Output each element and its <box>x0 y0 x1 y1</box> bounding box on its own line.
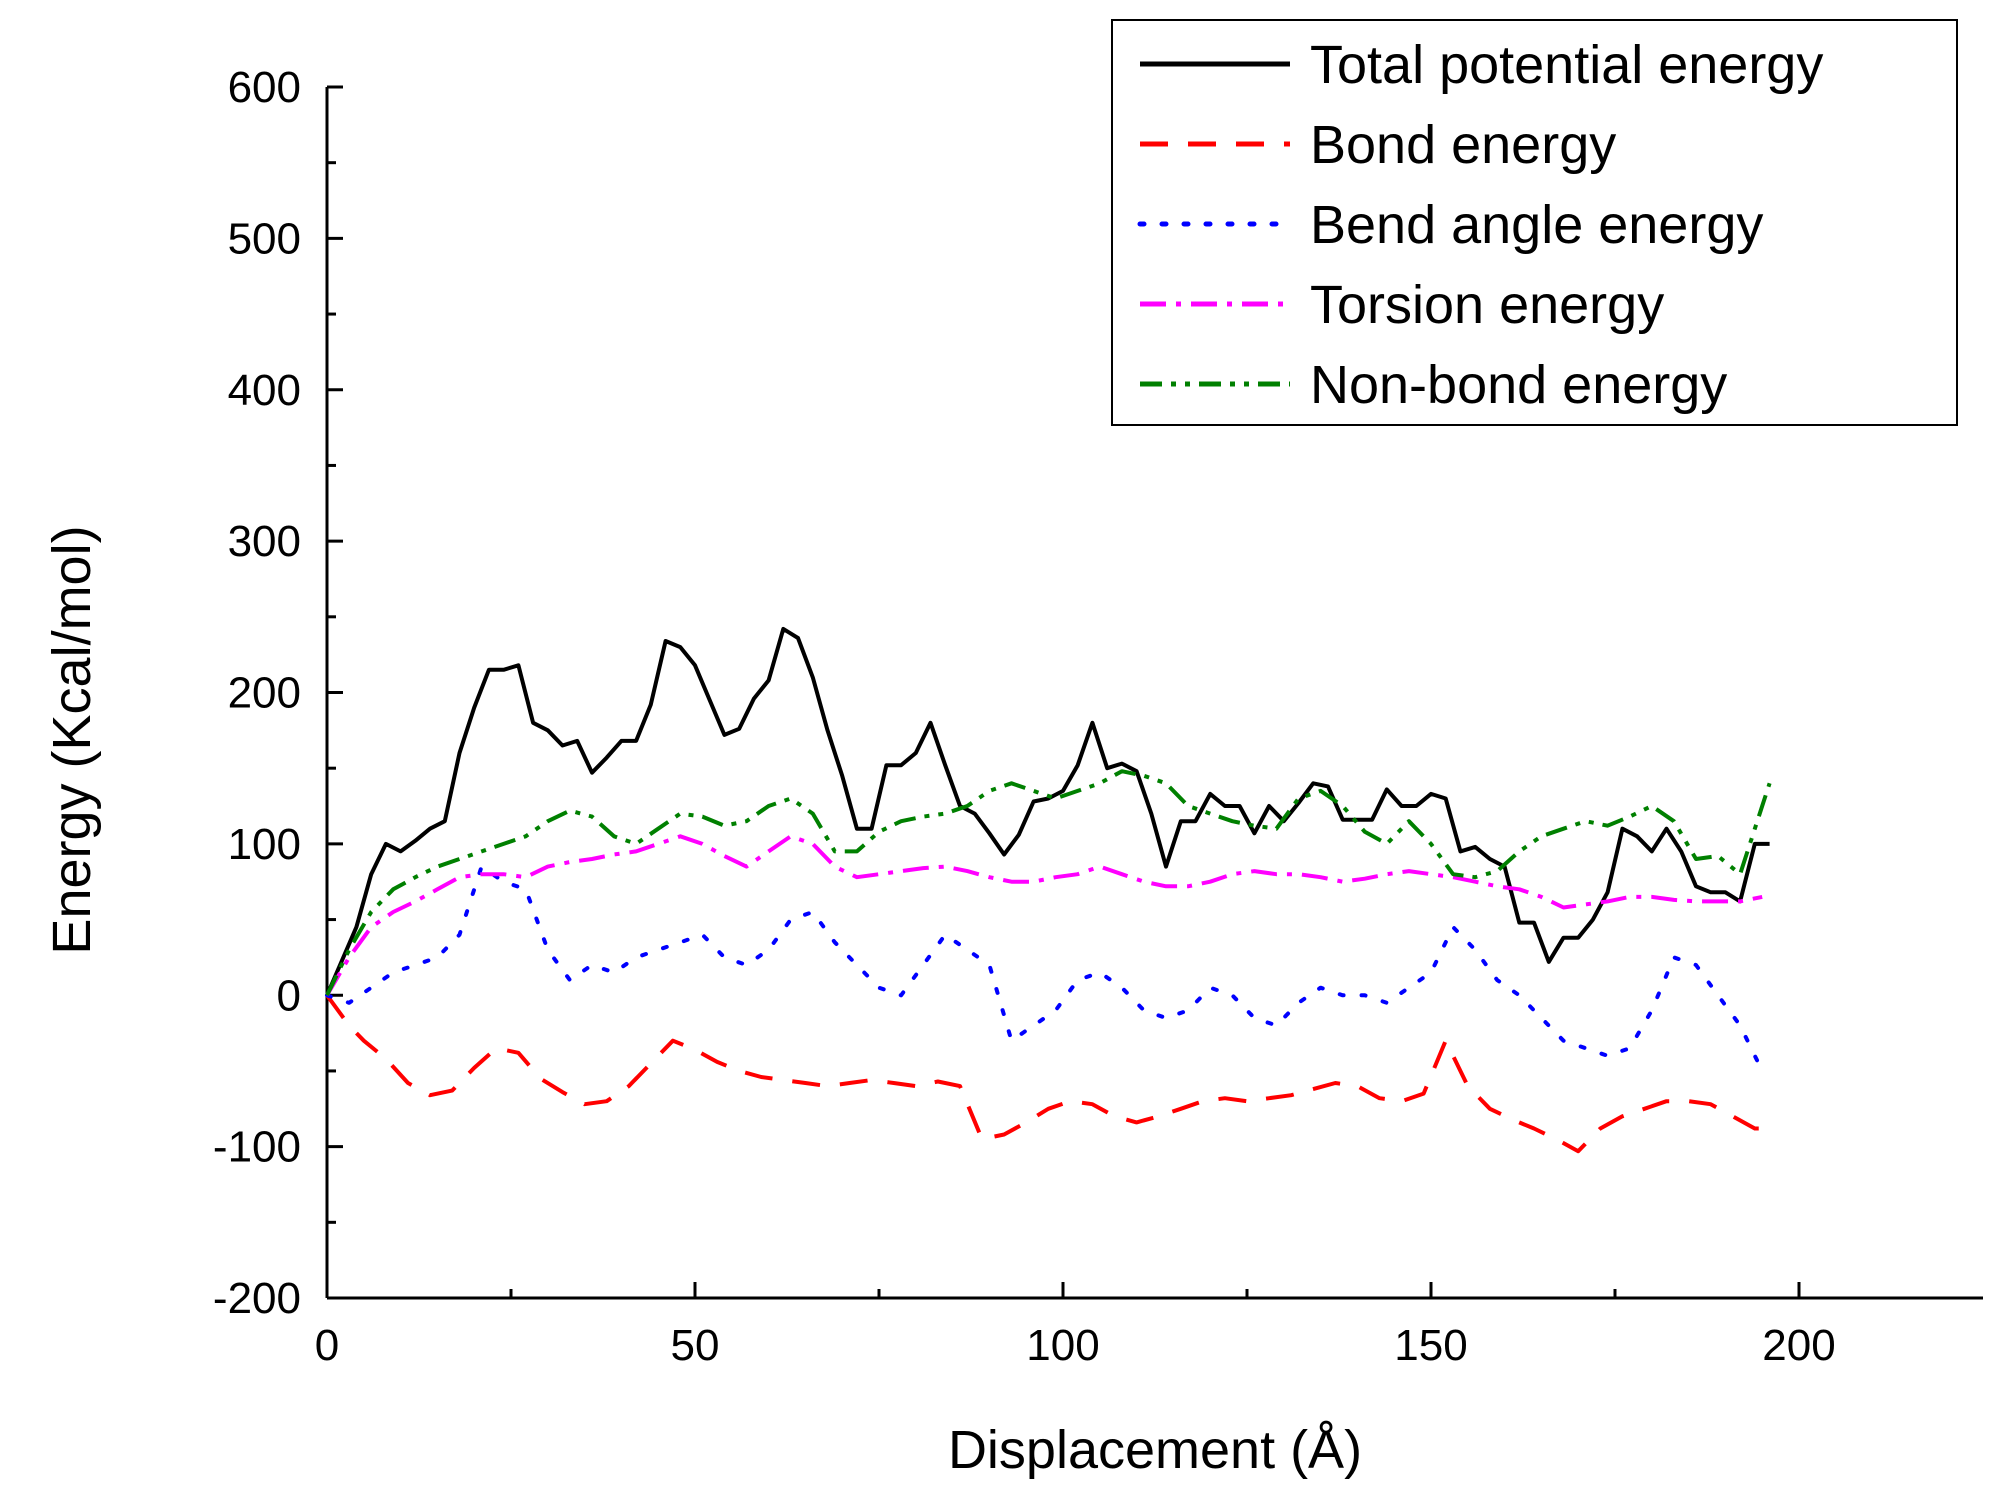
y-tick-label: 600 <box>228 63 301 112</box>
series-line-bond-energy <box>325 994 1770 1154</box>
legend-label: Total potential energy <box>1310 35 1823 95</box>
legend-label: Torsion energy <box>1310 275 1664 335</box>
legend-label: Non-bond energy <box>1310 355 1727 415</box>
legend-label: Bend angle energy <box>1310 195 1763 255</box>
series-line-total-potential-energy <box>325 626 1770 997</box>
x-tick-label: 100 <box>1026 1321 1099 1370</box>
series-group <box>325 626 1772 1154</box>
y-tick-label: 0 <box>277 971 301 1020</box>
y-tick-label: 500 <box>228 214 301 263</box>
y-tick-label: 100 <box>228 820 301 869</box>
x-axis-title: Displacement (Å) <box>948 1420 1362 1480</box>
x-ticks: 0 50 100 150 200 <box>315 1282 1836 1370</box>
y-tick-label: 400 <box>228 366 301 415</box>
series-line-bend-angle-energy <box>325 864 1765 1073</box>
x-tick-label: 150 <box>1394 1321 1467 1370</box>
y-ticks: -200 -100 0 100 200 300 400 500 600 <box>213 63 343 1323</box>
y-tick-label: 200 <box>228 669 301 718</box>
x-tick-label: 50 <box>671 1321 720 1370</box>
y-tick-label: -100 <box>213 1123 301 1172</box>
x-tick-label: 200 <box>1762 1321 1835 1370</box>
x-tick-label: 0 <box>315 1321 339 1370</box>
legend: Total potential energy Bond energy Bend an… <box>1111 19 1958 426</box>
series-line-torsion-energy <box>325 834 1763 997</box>
y-tick-label: -200 <box>213 1274 301 1323</box>
legend-label: Bond energy <box>1310 115 1616 175</box>
series-line-non-bond-energy <box>325 769 1772 997</box>
y-axis-title: Energy (Kcal/mol) <box>42 525 102 954</box>
y-tick-label: 300 <box>228 517 301 566</box>
